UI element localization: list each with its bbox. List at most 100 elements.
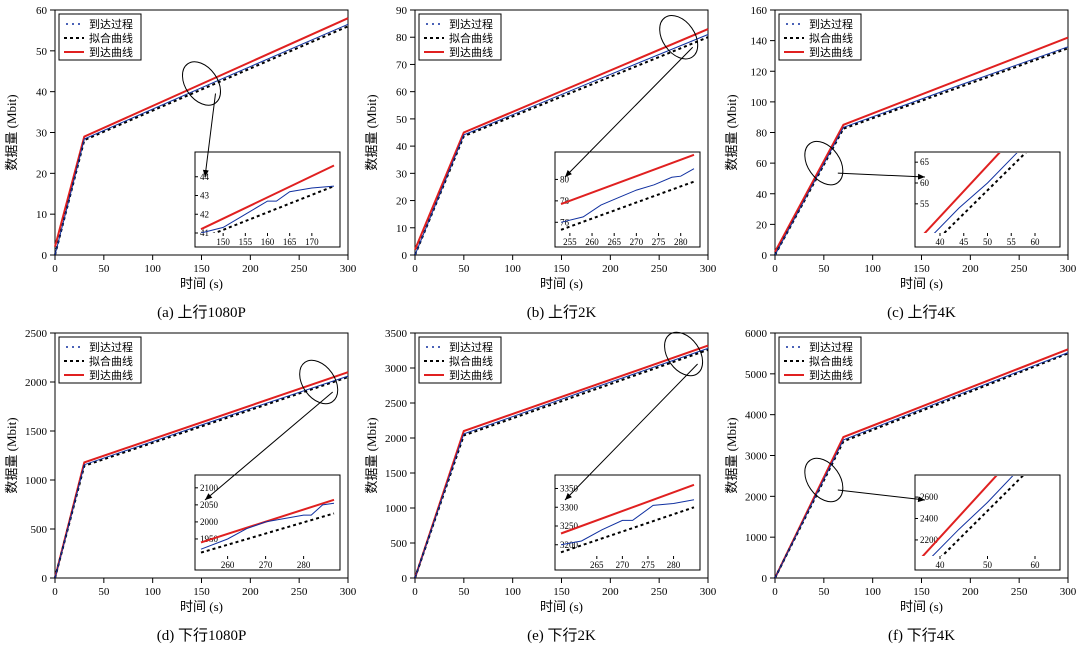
inset-xtick-label: 40 (936, 560, 946, 570)
legend-marker (786, 23, 788, 25)
legend-label: 到达曲线 (89, 368, 133, 382)
ytick-label: 30 (396, 168, 408, 180)
panel-d: 05010015020025030005001000150020002500时间… (0, 323, 360, 646)
inset-ytick-label: 80 (560, 174, 570, 184)
panel-caption: (c) 上行4K (887, 304, 956, 321)
inset-ytick-label: 42 (200, 209, 209, 219)
ytick-label: 90 (396, 5, 408, 17)
ytick-label: 3500 (385, 328, 408, 340)
panel-caption: (b) 上行2K (527, 304, 597, 321)
panel-a: 0501001502002503000102030405060时间 (s)数据量… (0, 0, 360, 323)
ytick-label: 1500 (25, 426, 48, 438)
legend-label: 到达过程 (449, 341, 493, 354)
cell-f: 0501001502002503000100020003000400050006… (720, 323, 1080, 646)
xtick-label: 250 (651, 586, 668, 598)
panel-f: 0501001502002503000100020003000400050006… (720, 323, 1080, 646)
ytick-label: 40 (36, 87, 48, 99)
inset-xtick-label: 280 (674, 237, 688, 247)
inset-xtick-label: 280 (667, 560, 681, 570)
xtick-label: 200 (242, 263, 259, 275)
ytick-label: 60 (36, 5, 48, 17)
legend-label: 到达过程 (809, 341, 853, 354)
inset-xtick-label: 40 (936, 237, 946, 247)
ytick-label: 50 (396, 114, 408, 126)
xtick-label: 200 (242, 586, 259, 598)
ylabel: 数据量 (Mbit) (364, 94, 379, 170)
ytick-label: 2500 (385, 398, 408, 410)
ytick-label: 160 (751, 5, 768, 17)
legend-marker (78, 346, 80, 348)
inset-xtick-label: 160 (261, 237, 275, 247)
xtick-label: 50 (818, 263, 830, 275)
ytick-label: 1000 (385, 503, 408, 515)
xtick-label: 250 (651, 263, 668, 275)
legend-marker (72, 346, 74, 348)
inset-xtick-label: 60 (1031, 237, 1041, 247)
ytick-label: 3000 (385, 363, 408, 375)
xtick-label: 200 (962, 263, 979, 275)
xtick-label: 200 (602, 586, 619, 598)
ylabel: 数据量 (Mbit) (364, 417, 379, 493)
ytick-label: 5000 (745, 369, 768, 381)
panel-caption: (d) 下行1080P (157, 627, 247, 644)
inset-xtick-label: 270 (259, 560, 273, 570)
ytick-label: 6000 (745, 328, 768, 340)
cell-e: 0501001502002503000500100015002000250030… (360, 323, 720, 646)
inset-xtick-label: 150 (216, 237, 230, 247)
inset-ytick-label: 43 (200, 191, 210, 201)
inset-xtick-label: 265 (590, 560, 604, 570)
legend-marker (78, 23, 80, 25)
legend-label: 拟合曲线 (809, 354, 853, 368)
inset-ytick-label: 2400 (920, 514, 939, 524)
ytick-label: 60 (396, 87, 408, 99)
panel-c: 050100150200250300020406080100120140160时… (720, 0, 1080, 323)
inset-box (195, 152, 340, 247)
legend-marker (426, 23, 428, 25)
panel-caption: (f) 下行4K (888, 627, 955, 644)
xtick-label: 250 (1011, 263, 1028, 275)
xtick-label: 100 (864, 263, 881, 275)
xtick-label: 50 (98, 263, 110, 275)
inset-box (555, 152, 700, 247)
ytick-label: 120 (751, 66, 768, 78)
xtick-label: 0 (412, 263, 418, 275)
xtick-label: 100 (864, 586, 881, 598)
xtick-label: 100 (144, 586, 161, 598)
legend-label: 拟合曲线 (89, 354, 133, 368)
legend-label: 到达曲线 (449, 45, 493, 59)
ytick-label: 500 (391, 538, 408, 550)
inset-xtick-label: 60 (1031, 560, 1041, 570)
ytick-label: 0 (42, 573, 48, 585)
legend-marker (426, 346, 428, 348)
legend-marker (432, 346, 434, 348)
xtick-label: 300 (340, 263, 357, 275)
ytick-label: 0 (762, 250, 768, 262)
legend-marker (786, 346, 788, 348)
legend-label: 到达过程 (89, 341, 133, 354)
ytick-label: 1000 (745, 532, 768, 544)
xtick-label: 150 (553, 263, 570, 275)
ytick-label: 0 (42, 250, 48, 262)
xtick-label: 300 (700, 586, 717, 598)
xtick-label: 200 (962, 586, 979, 598)
ytick-label: 70 (396, 59, 408, 71)
inset-xtick-label: 255 (563, 237, 577, 247)
xlabel: 时间 (s) (900, 276, 943, 291)
legend-label: 拟合曲线 (449, 354, 493, 368)
legend-label: 拟合曲线 (449, 31, 493, 45)
legend-marker (72, 23, 74, 25)
xtick-label: 300 (700, 263, 717, 275)
legend-marker (66, 346, 68, 348)
ytick-label: 2000 (25, 377, 48, 389)
ytick-label: 1000 (25, 475, 48, 487)
inset-ytick-label: 55 (920, 199, 930, 209)
panel-caption: (a) 上行1080P (157, 304, 246, 321)
callout-arrow (838, 173, 925, 177)
ytick-label: 100 (751, 97, 768, 109)
xlabel: 时间 (s) (180, 599, 223, 614)
inset-xtick-label: 155 (239, 237, 253, 247)
inset-xtick-label: 55 (1007, 237, 1017, 247)
panel-caption: (e) 下行2K (527, 627, 596, 644)
legend-label: 拟合曲线 (809, 31, 853, 45)
legend-label: 拟合曲线 (89, 31, 133, 45)
